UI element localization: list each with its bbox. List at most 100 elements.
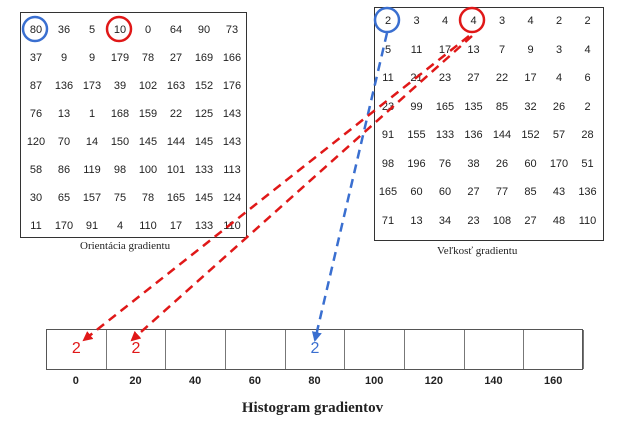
matrix-cell: 170 bbox=[54, 220, 74, 232]
matrix-cell: 125 bbox=[194, 108, 214, 120]
matrix-cell: 169 bbox=[194, 52, 214, 64]
matrix-cell: 60 bbox=[410, 186, 423, 198]
matrix-cell: 48 bbox=[552, 214, 566, 227]
matrix-cell: 75 bbox=[113, 192, 127, 204]
magnitude-highlight-blue bbox=[373, 6, 401, 34]
histogram-tick-label: 120 bbox=[424, 375, 443, 387]
matrix-cell: 36 bbox=[57, 24, 71, 36]
matrix-cell: 73 bbox=[225, 24, 239, 36]
matrix-cell: 166 bbox=[222, 52, 242, 64]
arrow-red-2 bbox=[130, 35, 473, 342]
matrix-cell: 101 bbox=[166, 164, 186, 176]
matrix-cell: 60 bbox=[524, 157, 537, 170]
matrix-cell: 85 bbox=[524, 186, 537, 198]
matrix-cell: 108 bbox=[492, 214, 512, 227]
matrix-cell: 71 bbox=[381, 214, 395, 227]
histogram-bin: 2 bbox=[107, 330, 167, 369]
histogram-bin bbox=[405, 330, 465, 369]
matrix-cell: 136 bbox=[578, 186, 597, 198]
matrix-cell: 39 bbox=[113, 80, 127, 92]
matrix-cell: 113 bbox=[223, 164, 241, 176]
arrow-blue bbox=[311, 32, 389, 342]
orientation-highlight-red bbox=[105, 15, 133, 43]
matrix-cell: 133 bbox=[194, 220, 214, 232]
matrix-cell: 5 bbox=[384, 43, 392, 56]
matrix-cell: 165 bbox=[378, 186, 398, 198]
orientation-matrix: 80 36 5 10 0 64 90 73 37 9 9 179 78 27 169 166 87 136 173 3… bbox=[20, 12, 247, 238]
histogram-bins: 2 2 2 bbox=[46, 329, 584, 370]
matrix-cell: 4 bbox=[527, 15, 534, 27]
matrix-cell: 9 bbox=[60, 52, 68, 64]
histogram-bin: 2 bbox=[47, 330, 107, 369]
matrix-cell: 0 bbox=[144, 24, 152, 36]
matrix-cell: 10 bbox=[113, 24, 127, 36]
magnitude-caption: Veľkosť gradientu bbox=[437, 245, 518, 257]
matrix-cell: 133 bbox=[194, 164, 214, 176]
matrix-cell: 5 bbox=[88, 24, 96, 36]
matrix-cell: 26 bbox=[552, 100, 566, 113]
matrix-cell: 6 bbox=[584, 72, 591, 84]
matrix-cell: 70 bbox=[57, 136, 71, 148]
matrix-cell: 136 bbox=[464, 129, 483, 141]
magnitude-highlight-red bbox=[458, 6, 486, 34]
matrix-cell: 43 bbox=[552, 186, 566, 198]
matrix-cell: 2 bbox=[555, 15, 563, 27]
matrix-cell: 26 bbox=[495, 157, 509, 170]
matrix-cell: 165 bbox=[166, 192, 186, 204]
matrix-cell: 76 bbox=[29, 108, 43, 120]
matrix-cell: 90 bbox=[197, 24, 211, 36]
matrix-cell: 34 bbox=[438, 214, 452, 227]
matrix-cell: 143 bbox=[222, 108, 242, 120]
matrix-cell: 100 bbox=[138, 164, 158, 176]
matrix-cell: 7 bbox=[498, 43, 506, 56]
matrix-cell: 135 bbox=[464, 100, 483, 113]
matrix-cell: 4 bbox=[470, 15, 477, 27]
matrix-cell: 37 bbox=[29, 52, 43, 64]
arrow-red-1 bbox=[82, 35, 470, 342]
matrix-cell: 9 bbox=[527, 43, 534, 56]
matrix-cell: 152 bbox=[521, 129, 540, 141]
matrix-cell: 3 bbox=[413, 15, 420, 27]
matrix-cell: 80 bbox=[29, 24, 43, 36]
matrix-cell: 4 bbox=[584, 43, 591, 56]
matrix-cell: 64 bbox=[169, 24, 183, 36]
matrix-cell: 165 bbox=[435, 100, 455, 113]
matrix-cell: 4 bbox=[441, 15, 449, 27]
matrix-cell: 17 bbox=[169, 220, 183, 232]
histogram-title: Histogram gradientov bbox=[241, 400, 384, 416]
matrix-cell: 86 bbox=[57, 164, 71, 176]
matrix-cell: 2 bbox=[584, 100, 591, 113]
histogram-bin bbox=[345, 330, 405, 369]
matrix-cell: 119 bbox=[83, 164, 101, 176]
matrix-cell: 143 bbox=[222, 136, 242, 148]
matrix-cell: 30 bbox=[29, 192, 43, 204]
matrix-cell: 145 bbox=[194, 192, 214, 204]
histogram-tick-label: 0 bbox=[72, 375, 79, 387]
matrix-cell: 136 bbox=[54, 80, 74, 92]
histogram-tick-label: 140 bbox=[484, 375, 503, 387]
histogram-tick-label: 40 bbox=[189, 375, 202, 387]
matrix-cell: 14 bbox=[85, 136, 99, 148]
matrix-cell: 11 bbox=[410, 43, 423, 56]
matrix-cell: 120 bbox=[26, 136, 46, 148]
histogram-tick-label: 80 bbox=[308, 375, 321, 387]
matrix-cell: 85 bbox=[495, 100, 509, 113]
matrix-cell: 145 bbox=[194, 136, 214, 148]
matrix-cell: 11 bbox=[382, 72, 394, 84]
matrix-cell: 196 bbox=[407, 157, 426, 170]
matrix-cell: 77 bbox=[495, 186, 509, 198]
histogram-tick-label: 60 bbox=[248, 375, 261, 387]
histogram-bin-value: 2 bbox=[131, 340, 141, 357]
matrix-cell: 87 bbox=[29, 80, 43, 92]
matrix-cell: 170 bbox=[549, 157, 569, 170]
matrix-cell: 27 bbox=[524, 214, 537, 227]
matrix-cell: 27 bbox=[467, 72, 480, 84]
matrix-cell: 78 bbox=[141, 52, 155, 64]
histogram-bin bbox=[465, 330, 525, 369]
histogram-tick-label: 100 bbox=[364, 375, 384, 387]
matrix-cell: 144 bbox=[166, 136, 186, 148]
matrix-cell: 110 bbox=[223, 220, 241, 232]
matrix-cell: 57 bbox=[552, 129, 566, 141]
matrix-cell: 13 bbox=[467, 43, 480, 56]
